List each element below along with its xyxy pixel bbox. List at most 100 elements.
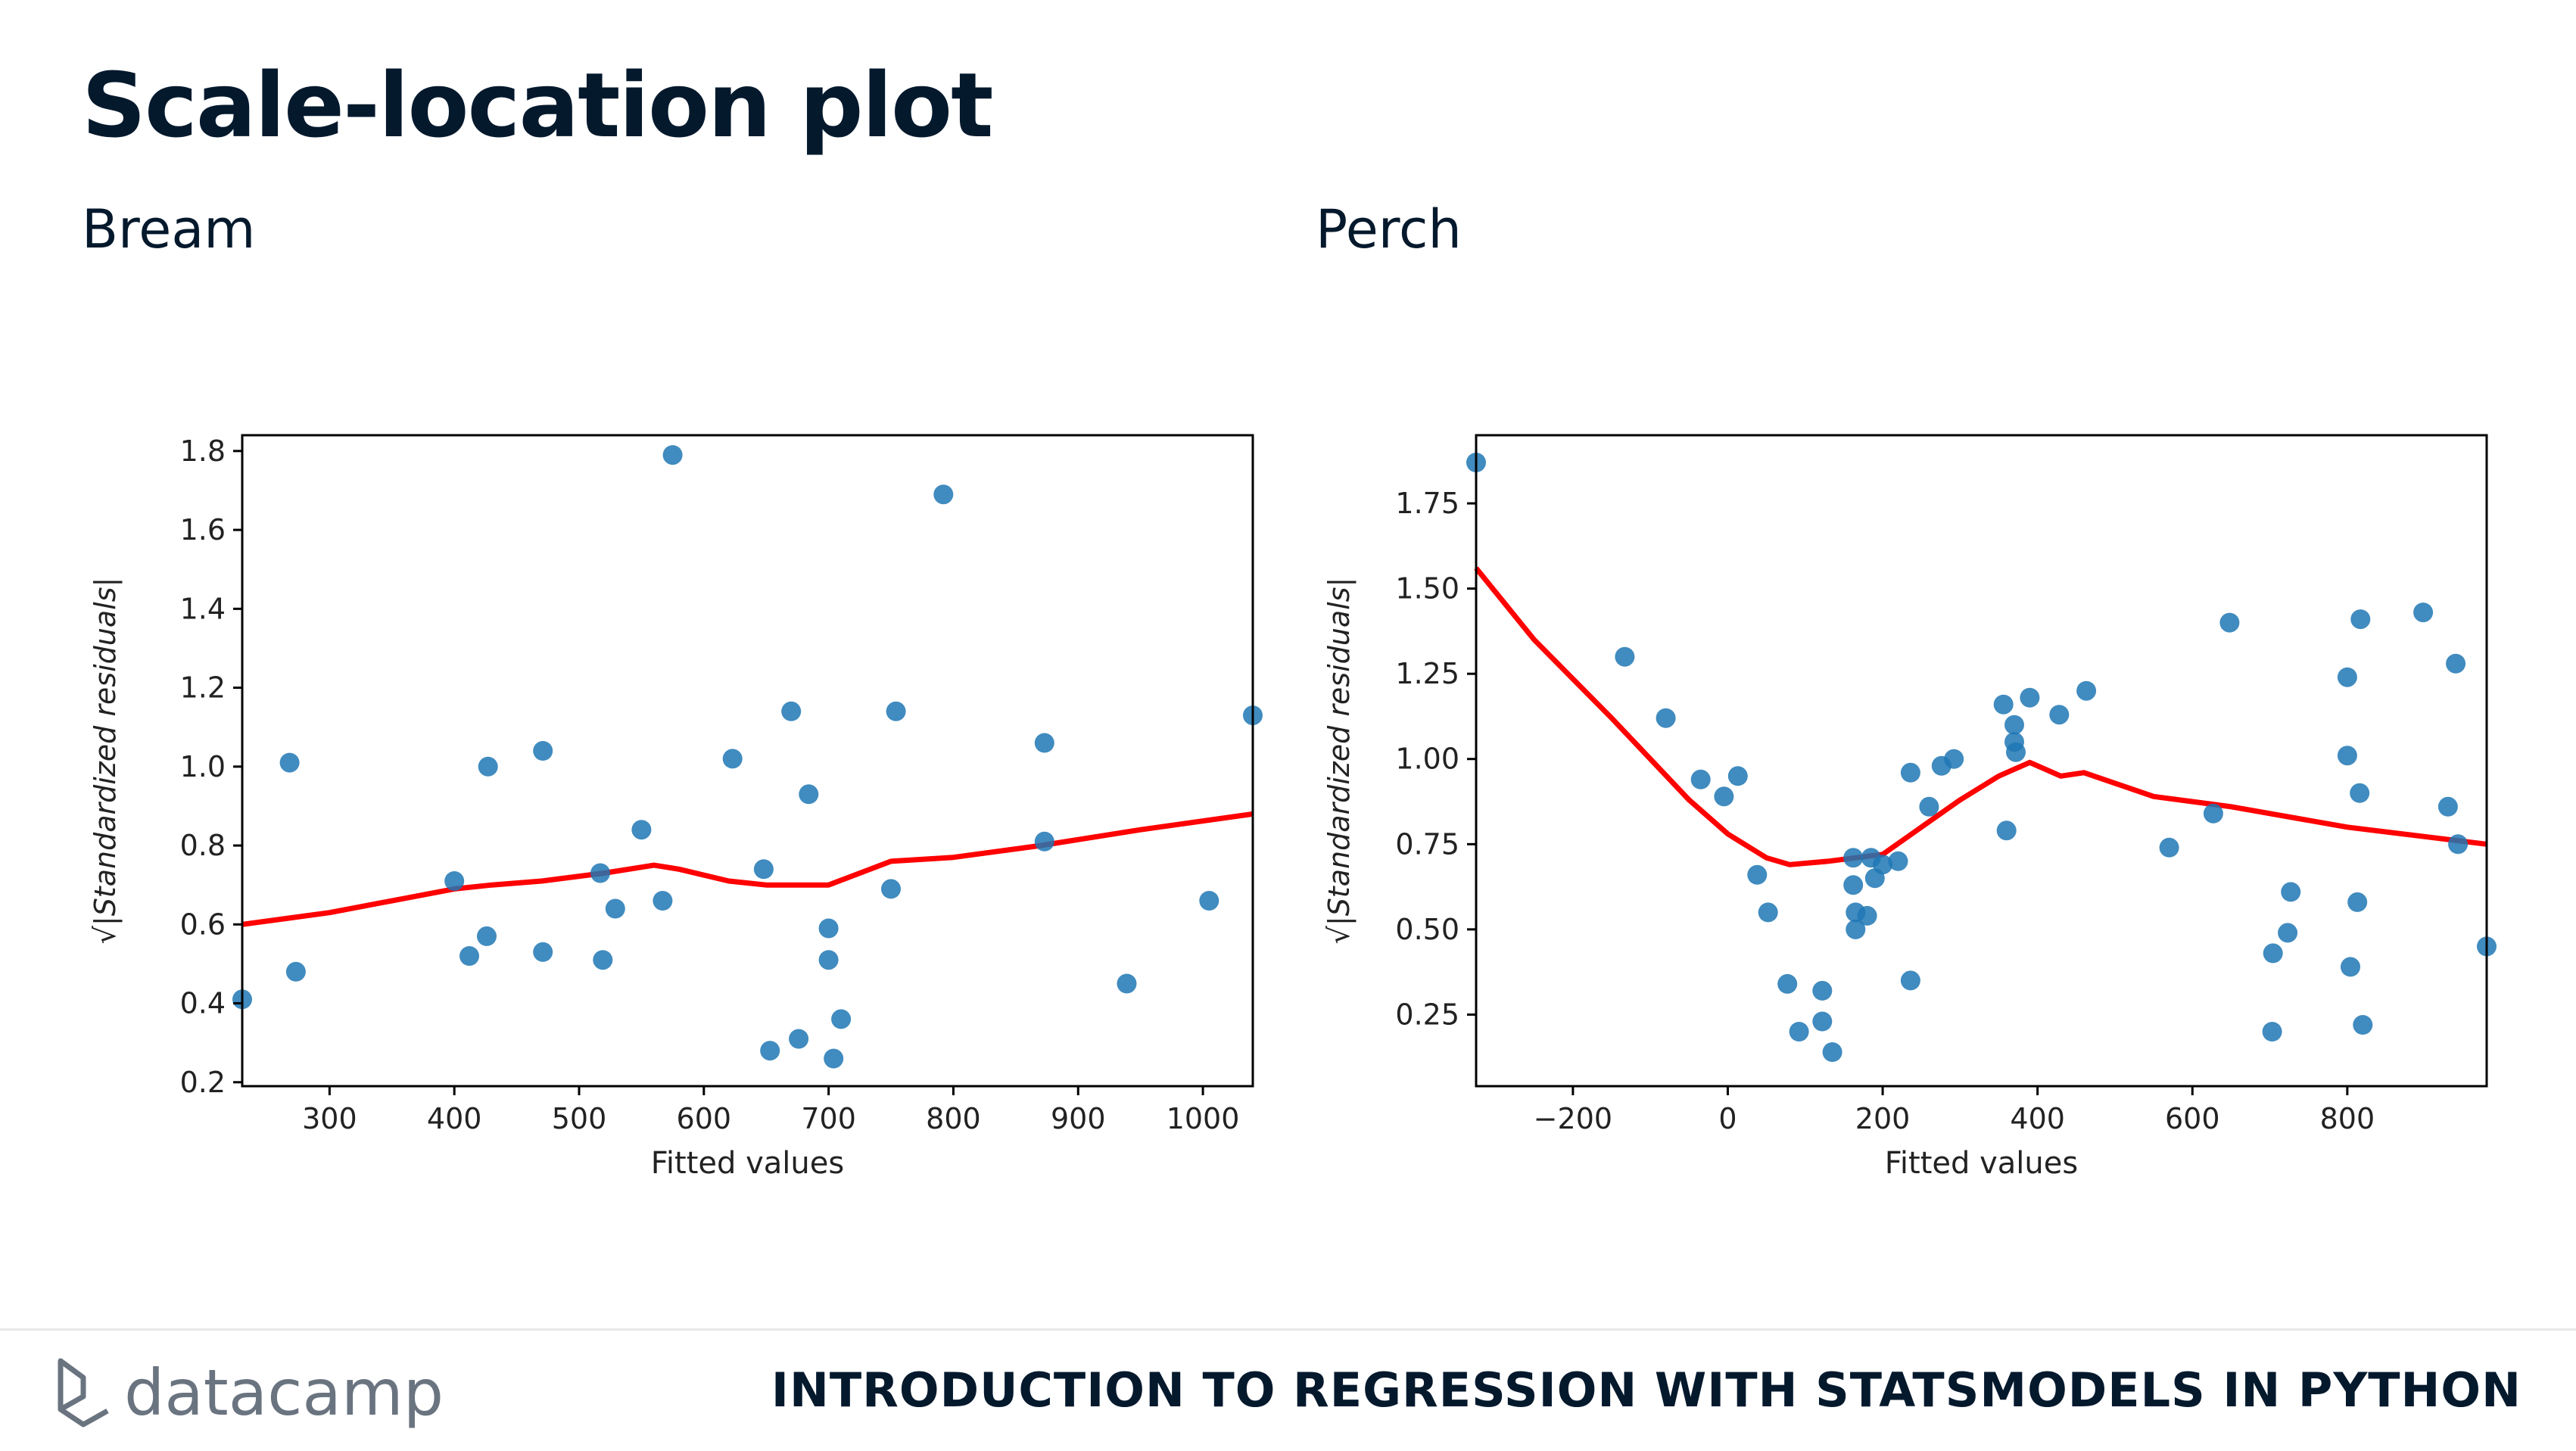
data-point bbox=[2219, 612, 2240, 633]
data-point bbox=[477, 926, 497, 946]
data-point bbox=[1714, 786, 1734, 807]
bream-chart: 300 400 500 600 700 800 900 1000 0.2 0.4 0.6 0.8 1.0… bbox=[76, 394, 1287, 1188]
y-tick-label: 1.75 bbox=[1395, 487, 1459, 520]
y-tick-label: 1.25 bbox=[1395, 657, 1459, 690]
data-point bbox=[2337, 746, 2357, 766]
data-point bbox=[1747, 864, 1768, 885]
brand-wordmark: datacamp bbox=[124, 1356, 444, 1430]
y-tick-label: 1.00 bbox=[1395, 743, 1459, 776]
y-tick-label: 1.8 bbox=[180, 434, 226, 468]
data-point bbox=[1873, 855, 1893, 875]
data-point bbox=[1034, 831, 1054, 852]
x-tick-label: 700 bbox=[801, 1102, 856, 1135]
datacamp-logo-icon bbox=[58, 1358, 109, 1428]
data-point bbox=[760, 1041, 780, 1061]
slide-title: Scale-location plot bbox=[82, 53, 993, 157]
y-tick-label: 0.25 bbox=[1395, 998, 1459, 1031]
y-tick-label: 1.0 bbox=[180, 750, 226, 783]
x-axis-title: Fitted values bbox=[1885, 1146, 2078, 1181]
data-point bbox=[590, 863, 610, 883]
x-tick-label: 800 bbox=[926, 1102, 981, 1135]
data-point bbox=[279, 752, 300, 773]
x-tick-label: 400 bbox=[2010, 1102, 2065, 1135]
datacamp-logo: datacamp bbox=[53, 1351, 444, 1434]
data-point bbox=[2350, 609, 2371, 630]
data-point bbox=[831, 1009, 852, 1029]
data-point bbox=[2281, 882, 2301, 902]
data-point bbox=[818, 950, 839, 970]
data-point bbox=[2341, 957, 2360, 977]
data-point bbox=[2278, 923, 2298, 943]
data-point bbox=[753, 859, 774, 880]
data-point bbox=[1117, 973, 1137, 994]
data-point bbox=[1812, 980, 1833, 1001]
data-point bbox=[1846, 919, 1866, 939]
x-axis-title: Fitted values bbox=[651, 1146, 844, 1181]
data-point bbox=[593, 950, 613, 970]
y-tick-label: 0.2 bbox=[180, 1066, 226, 1099]
data-point bbox=[1822, 1042, 1842, 1062]
y-tick-label: 1.6 bbox=[180, 513, 226, 546]
data-point bbox=[1900, 970, 1920, 991]
data-point bbox=[478, 756, 498, 777]
data-point bbox=[2437, 796, 2458, 817]
data-point bbox=[2262, 1022, 2282, 1042]
bream-chart-svg: 300 400 500 600 700 800 900 1000 0.2 0.4 0.6 0.8 1.0… bbox=[89, 434, 1263, 1181]
data-point bbox=[285, 961, 306, 982]
data-point bbox=[789, 1029, 809, 1049]
data-point bbox=[1900, 762, 1920, 783]
data-point bbox=[1789, 1022, 1809, 1042]
data-point bbox=[533, 942, 553, 962]
perch-chart-title: Perch bbox=[1316, 198, 1462, 260]
data-point bbox=[1843, 875, 1864, 895]
y-axis-title: √|Standardized residuals| bbox=[89, 578, 123, 945]
data-point bbox=[459, 946, 479, 966]
y-tick-label: 0.4 bbox=[180, 987, 226, 1020]
lowess-trend-line bbox=[241, 811, 1254, 927]
data-point bbox=[881, 879, 901, 899]
data-point bbox=[1034, 733, 1054, 753]
data-point bbox=[2263, 943, 2283, 964]
y-tick-label: 0.50 bbox=[1395, 913, 1459, 946]
data-point bbox=[605, 898, 625, 919]
x-tick-label: 400 bbox=[427, 1102, 482, 1135]
x-tick-label: 900 bbox=[1051, 1102, 1106, 1135]
data-point bbox=[722, 749, 743, 769]
footer-divider bbox=[0, 1328, 2576, 1331]
perch-chart: −200 0 200 400 600 800 0.25 0.50 0.75 1.00 1.25 1.5… bbox=[1310, 394, 2521, 1188]
data-point bbox=[1812, 1011, 1833, 1032]
data-point bbox=[631, 820, 652, 840]
data-point bbox=[1843, 848, 1864, 868]
data-point bbox=[2203, 803, 2223, 824]
y-tick-label: 1.50 bbox=[1395, 572, 1459, 606]
data-point bbox=[1944, 749, 1964, 769]
data-point bbox=[1690, 769, 1711, 789]
data-point bbox=[2350, 783, 2370, 803]
x-tick-label: 0 bbox=[1718, 1102, 1737, 1135]
x-tick-label: 300 bbox=[302, 1102, 357, 1135]
data-point bbox=[1857, 905, 1877, 926]
x-tick-label: 500 bbox=[552, 1102, 607, 1135]
data-point bbox=[2004, 715, 2024, 735]
data-point bbox=[2446, 653, 2466, 674]
data-point bbox=[1993, 694, 2014, 715]
data-point bbox=[2076, 680, 2097, 701]
data-point bbox=[1758, 902, 1778, 923]
data-point bbox=[1888, 851, 1908, 871]
x-tick-label: 800 bbox=[2320, 1102, 2375, 1135]
data-point bbox=[2020, 687, 2040, 708]
y-tick-label: 0.8 bbox=[180, 829, 226, 862]
plot-frame bbox=[1475, 434, 2488, 1088]
lowess-trend-line bbox=[1474, 566, 2487, 867]
plot-frame bbox=[241, 434, 1254, 1088]
y-tick-label: 1.2 bbox=[180, 671, 226, 705]
x-tick-label: 1000 bbox=[1167, 1102, 1240, 1135]
y-tick-label: 0.6 bbox=[180, 908, 226, 941]
data-point bbox=[2006, 742, 2026, 762]
data-point bbox=[533, 741, 553, 761]
data-point bbox=[2413, 603, 2434, 623]
data-point bbox=[1615, 646, 1635, 667]
perch-chart-svg: −200 0 200 400 600 800 0.25 0.50 0.75 1.00 1.25 1.5… bbox=[1322, 434, 2497, 1181]
data-point bbox=[799, 784, 819, 805]
data-point bbox=[781, 701, 802, 721]
